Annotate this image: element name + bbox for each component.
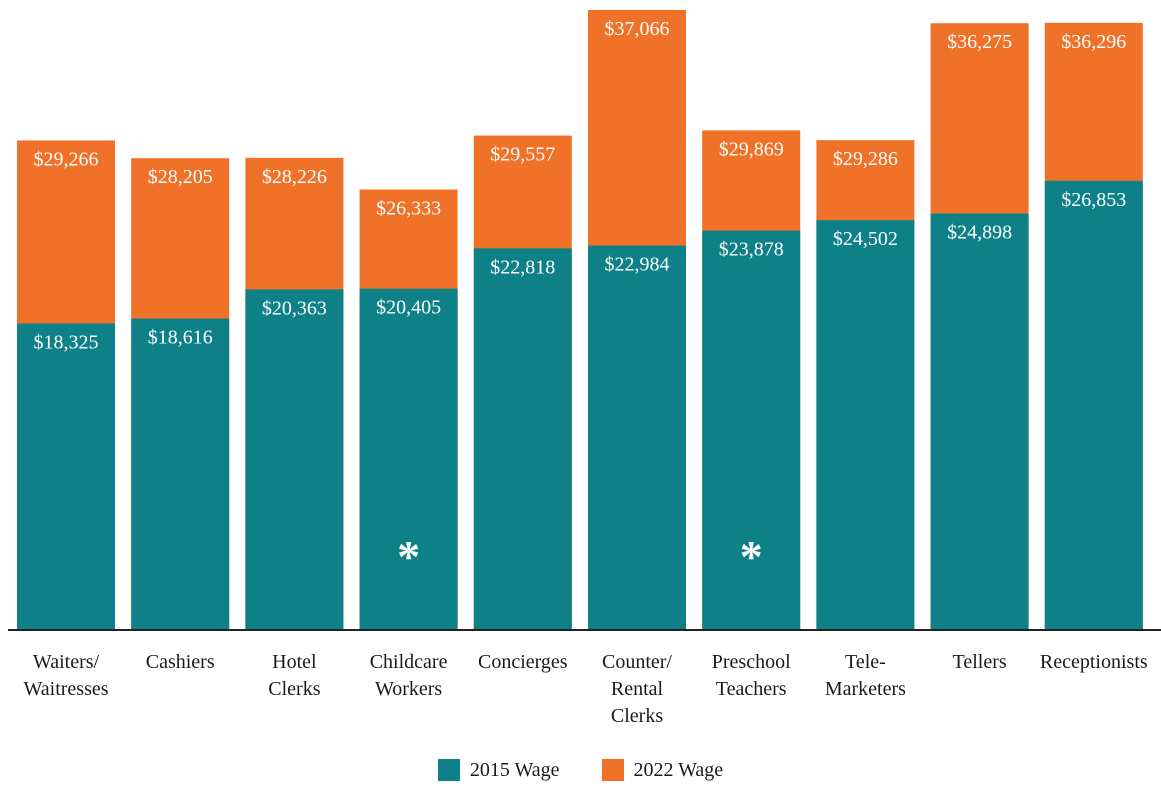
bar-2015	[930, 213, 1029, 631]
category-label: Tellers	[953, 651, 1007, 673]
data-label-2022: $29,266	[34, 148, 99, 170]
asterisk-marker: *	[397, 531, 420, 582]
bar-2015	[816, 220, 915, 630]
data-label-2015: $24,898	[947, 222, 1012, 244]
legend-item-2015: 2015 Wage	[437, 758, 560, 782]
category-label: Concierges	[478, 651, 568, 673]
bar-2015	[131, 318, 230, 630]
data-label-2015: $22,818	[490, 256, 555, 278]
data-label-2015: $18,616	[148, 327, 213, 349]
category-label: Waiters/	[33, 651, 100, 673]
data-label-2022: $28,226	[262, 166, 327, 188]
category-label: Clerks	[268, 678, 320, 700]
data-label-2022: $36,296	[1061, 31, 1126, 53]
data-label-2015: $22,984	[605, 254, 670, 276]
category-label: Receptionists	[1040, 651, 1148, 673]
category-label: Waitresses	[23, 678, 108, 700]
data-label-2022: $28,205	[148, 166, 213, 188]
data-label-2015: $20,363	[262, 297, 327, 319]
category-label: Cashiers	[146, 651, 215, 673]
category-label: Clerks	[611, 705, 663, 727]
category-label: Childcare	[370, 651, 448, 673]
data-label-2022: $29,557	[490, 144, 555, 166]
bar-2015	[17, 323, 115, 630]
data-label-2015: $24,502	[833, 228, 898, 250]
category-label: Teachers	[716, 678, 787, 700]
data-label-2015: $23,878	[719, 239, 784, 261]
bar-2015	[473, 248, 572, 631]
bar-2015	[702, 230, 801, 631]
category-label: Marketers	[825, 678, 906, 700]
bar-2015	[359, 288, 458, 630]
legend-item-2022: 2022 Wage	[601, 758, 724, 782]
bar-2015	[588, 245, 686, 631]
legend-swatch-2015	[437, 759, 460, 781]
bar-2015	[1044, 180, 1143, 630]
data-label-2022: $36,275	[947, 31, 1012, 53]
category-label: Tele-	[845, 651, 886, 673]
data-label-2022: $37,066	[605, 18, 670, 40]
category-label: Preschool	[712, 651, 791, 673]
legend-label-2015: 2015 Wage	[469, 758, 560, 781]
legend-label-2022: 2022 Wage	[633, 758, 724, 781]
data-label-2022: $26,333	[376, 198, 441, 220]
legend-swatch-2022	[601, 759, 624, 781]
category-label: Hotel	[272, 651, 317, 673]
data-label-2015: $26,853	[1061, 189, 1126, 211]
data-label-2022: $29,286	[833, 148, 898, 170]
chart-legend: 2015 Wage 2022 Wage	[0, 758, 1161, 782]
category-label: Rental	[611, 678, 664, 700]
bar-2015	[245, 289, 344, 630]
data-label-2015: $18,325	[34, 331, 99, 353]
asterisk-marker: *	[740, 531, 763, 582]
category-label: Counter/	[602, 651, 672, 673]
data-label-2015: $20,405	[376, 297, 441, 319]
data-label-2022: $29,869	[719, 138, 784, 160]
category-label: Workers	[375, 678, 442, 700]
